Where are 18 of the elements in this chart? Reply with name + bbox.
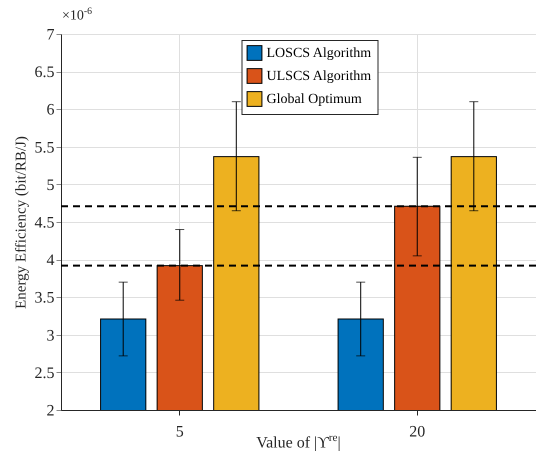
y-tick-label: 3.5 [34,290,54,307]
legend-label: LOSCS Algorithm [266,46,372,61]
y-tick-label: 6 [46,102,54,119]
y-tick-label: 2 [46,402,54,420]
y-axis-title: Energy Efficiency (bit/RB/J) [14,136,30,309]
y-tick-label: 2.5 [34,364,54,382]
y-tick-label: 6.5 [34,64,54,82]
y-tick-label: 3 [46,327,54,344]
x-axis-title: Value of |ϒ$^{re}$| [256,432,341,452]
y-tick-label: 5 [46,176,54,194]
x-tick-label: 20 [409,424,426,440]
legend-label: Global Optimum [266,92,362,107]
y-tick-label: 5.5 [34,139,54,156]
y-tick-label: 4.5 [34,214,54,232]
y-tick-label: 4 [46,252,54,270]
y-tick-label: 7 [46,26,54,44]
legend-label: ULSCS Algorithm [266,69,372,84]
text: ×10$^{-6}$ [62,6,92,25]
